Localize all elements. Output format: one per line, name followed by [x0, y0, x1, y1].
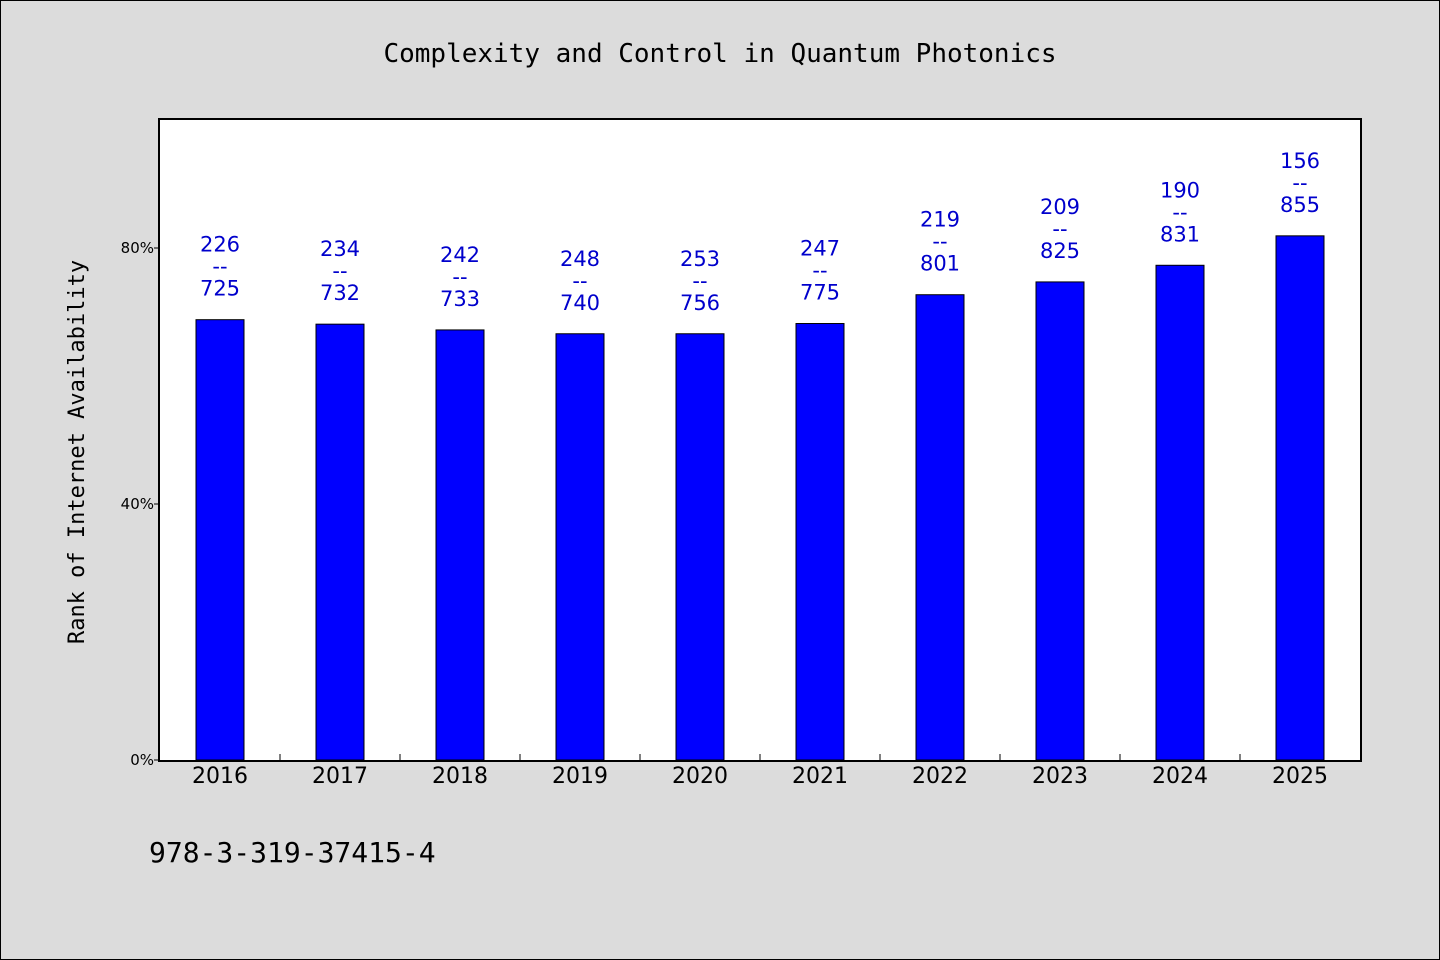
- x-tick-label: 2019: [552, 764, 608, 789]
- data-label-bottom: 825: [1040, 239, 1080, 263]
- x-axis-ticks: 2016 2017 2018 2019 2020 2021 2022 2023 2024 2025: [192, 754, 1328, 789]
- data-label-separator: --: [1052, 217, 1067, 241]
- data-label-bottom: 801: [920, 252, 960, 276]
- bars: [195, 235, 1325, 761]
- data-label-top: 253: [680, 247, 720, 271]
- data-label-top: 226: [200, 233, 240, 257]
- y-tick-label: 80%: [121, 239, 154, 257]
- bar: [1275, 235, 1325, 761]
- x-tick-label: 2016: [192, 764, 248, 789]
- data-label-separator: --: [812, 259, 827, 283]
- bar: [915, 294, 965, 761]
- data-label-top: 242: [440, 243, 480, 267]
- x-tick-label: 2023: [1032, 764, 1088, 789]
- bar: [555, 333, 605, 761]
- bar: [795, 323, 845, 761]
- data-label-separator: --: [572, 269, 587, 293]
- y-axis-ticks: 0% 40% 80%: [121, 239, 160, 769]
- data-label-top: 209: [1040, 195, 1080, 219]
- footnote-isbn: 978-3-319-37415-4: [149, 836, 436, 869]
- bar: [1155, 264, 1205, 761]
- x-tick-label: 2025: [1272, 764, 1328, 789]
- y-axis-label: Rank of Internet Availability: [65, 260, 90, 644]
- data-label-bottom: 740: [560, 291, 600, 315]
- x-tick-label: 2022: [912, 764, 968, 789]
- data-label-separator: --: [1292, 171, 1307, 195]
- data-label-bottom: 756: [680, 291, 720, 315]
- chart-title: Complexity and Control in Quantum Photon…: [383, 39, 1056, 69]
- data-label-separator: --: [332, 259, 347, 283]
- bar: [675, 333, 725, 761]
- data-label-bottom: 855: [1280, 193, 1320, 217]
- data-label-bottom: 725: [200, 277, 240, 301]
- data-label-bottom: 831: [1160, 222, 1200, 246]
- x-tick-label: 2024: [1152, 764, 1208, 789]
- data-label-top: 247: [800, 237, 840, 261]
- data-label-separator: --: [1172, 200, 1187, 224]
- data-label-top: 156: [1280, 149, 1320, 173]
- data-labels: 226--725234--732242--733248--740253--756…: [200, 149, 1320, 315]
- x-tick-label: 2021: [792, 764, 848, 789]
- bar: [1035, 281, 1085, 761]
- data-label-top: 219: [920, 208, 960, 232]
- x-tick-label: 2020: [672, 764, 728, 789]
- bar: [435, 329, 485, 761]
- data-label-top: 248: [560, 247, 600, 271]
- x-tick-label: 2017: [312, 764, 368, 789]
- data-label-separator: --: [452, 265, 467, 289]
- x-tick-label: 2018: [432, 764, 488, 789]
- data-label-bottom: 732: [320, 281, 360, 305]
- bar: [195, 319, 245, 761]
- data-label-separator: --: [212, 255, 227, 279]
- y-tick-label: 40%: [121, 495, 154, 513]
- data-label-bottom: 775: [800, 281, 840, 305]
- data-label-separator: --: [932, 230, 947, 254]
- y-tick-label: 0%: [130, 751, 154, 769]
- data-label-bottom: 733: [440, 287, 480, 311]
- bar: [315, 323, 365, 761]
- data-label-top: 234: [320, 237, 360, 261]
- data-label-top: 190: [1160, 178, 1200, 202]
- data-label-separator: --: [692, 269, 707, 293]
